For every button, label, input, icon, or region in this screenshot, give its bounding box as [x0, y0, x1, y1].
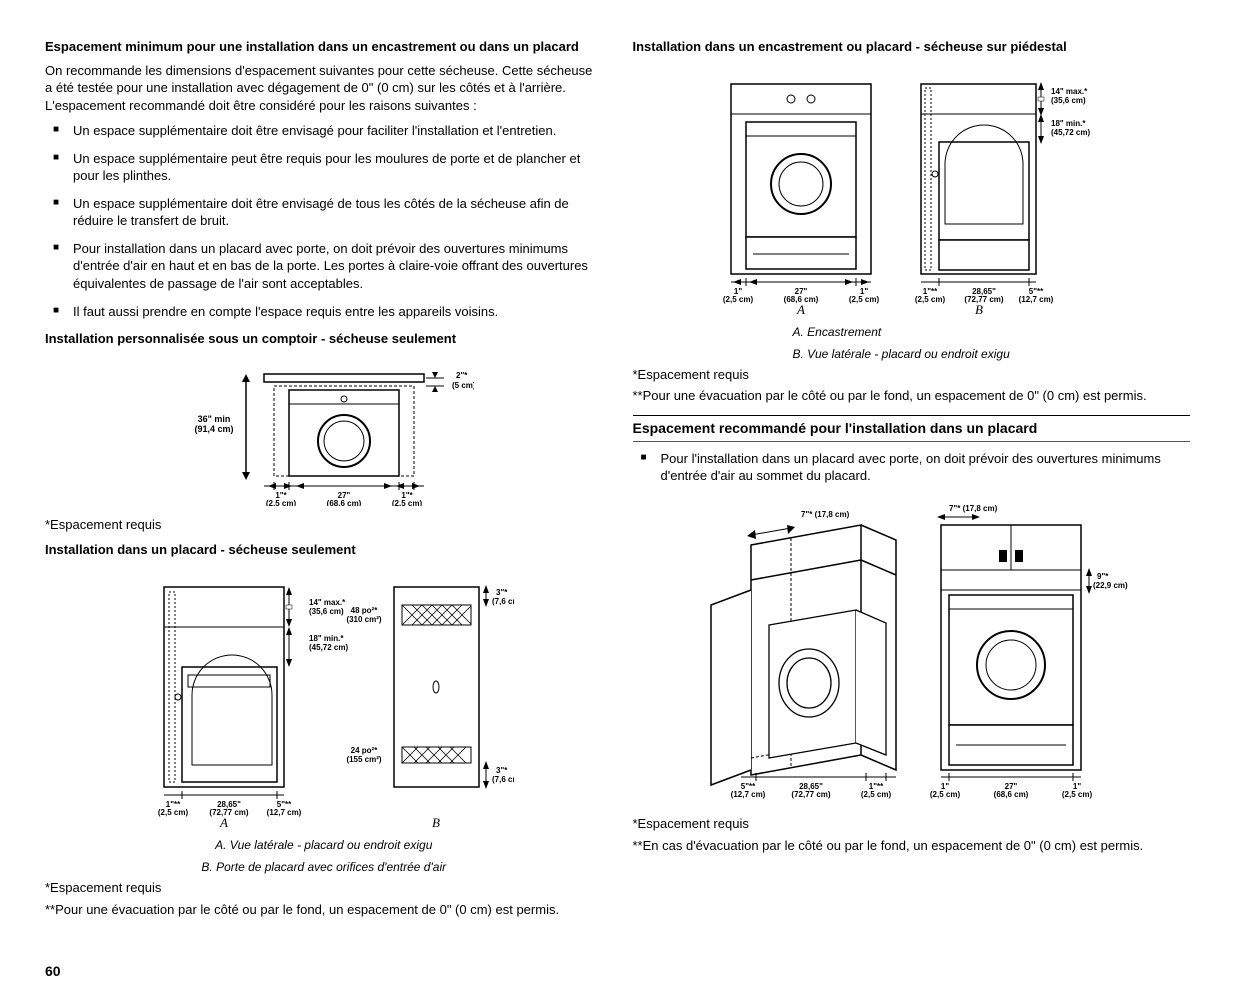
svg-text:24 po²*: 24 po²* — [350, 746, 378, 755]
figure-closet-dryer: 14" max.* (35,6 cm) 18" min.* (45,72 cm)… — [45, 567, 603, 827]
bullet-item: Un espace supplémentaire peut être requi… — [73, 150, 603, 185]
left-column: Espacement minimum pour une installation… — [45, 30, 603, 922]
svg-text:3"*: 3"* — [496, 766, 508, 775]
svg-text:14" max.*: 14" max.* — [309, 598, 346, 607]
svg-text:A: A — [219, 815, 228, 827]
svg-text:7"* (17,8 cm): 7"* (17,8 cm) — [801, 510, 850, 519]
svg-text:(91,4 cm): (91,4 cm) — [194, 424, 233, 434]
svg-text:(12,7 cm): (12,7 cm) — [731, 790, 766, 799]
svg-text:(72,77 cm): (72,77 cm) — [209, 808, 248, 817]
svg-text:18" min.*: 18" min.* — [1051, 119, 1086, 128]
svg-text:(12,7 cm): (12,7 cm) — [266, 808, 301, 817]
svg-text:B: B — [975, 302, 983, 314]
bullet-item: Pour l'installation dans un placard avec… — [661, 450, 1191, 485]
svg-text:(2,5 cm): (2,5 cm) — [266, 499, 297, 506]
svg-text:(155 cm²): (155 cm²) — [346, 755, 381, 764]
svg-text:7"* (17,8 cm): 7"* (17,8 cm) — [949, 504, 998, 513]
bullet-item: Il faut aussi prendre en compte l'espace… — [73, 303, 603, 321]
svg-text:(35,6 cm): (35,6 cm) — [1051, 96, 1086, 105]
svg-text:(45,72 cm): (45,72 cm) — [309, 643, 348, 652]
svg-text:(2,5 cm): (2,5 cm) — [1062, 790, 1093, 799]
svg-text:(2,5 cm): (2,5 cm) — [930, 790, 961, 799]
svg-text:3"*: 3"* — [496, 588, 508, 597]
svg-text:B: B — [432, 815, 440, 827]
left-heading-2: Installation personnalisée sous un compt… — [45, 330, 603, 348]
left-bullet-list: Un espace supplémentaire doit être envis… — [45, 122, 603, 320]
note-evacuation: **Pour une évacuation par le côté ou par… — [45, 901, 603, 919]
fig3-caption-b: B. Vue latérale - placard ou endroit exi… — [793, 346, 1191, 362]
bullet-item: Un espace supplémentaire doit être envis… — [73, 122, 603, 140]
left-heading-3: Installation dans un placard - sécheuse … — [45, 541, 603, 559]
page-number: 60 — [45, 962, 1190, 981]
figure-closet-recommended: 7"* (17,8 cm) 7"* (1 — [633, 495, 1191, 805]
fig2-caption-a: A. Vue latérale - placard ou endroit exi… — [45, 837, 603, 853]
right-column: Installation dans un encastrement ou pla… — [633, 30, 1191, 922]
left-heading-1: Espacement minimum pour une installation… — [45, 38, 603, 56]
svg-text:(2,5 cm): (2,5 cm) — [392, 499, 423, 506]
right-note-evac-2: **En cas d'évacuation par le côté ou par… — [633, 837, 1191, 855]
svg-text:(2,5 cm): (2,5 cm) — [849, 295, 880, 304]
left-para-1: On recommande les dimensions d'espacemen… — [45, 62, 603, 115]
right-heading-1: Installation dans un encastrement ou pla… — [633, 38, 1191, 56]
svg-text:(35,6 cm): (35,6 cm) — [309, 607, 344, 616]
svg-text:(68,6 cm): (68,6 cm) — [994, 790, 1029, 799]
right-note-evac: **Pour une évacuation par le côté ou par… — [633, 387, 1191, 405]
svg-text:(12,7 cm): (12,7 cm) — [1019, 295, 1054, 304]
svg-text:18" min.*: 18" min.* — [309, 634, 344, 643]
note-espacement-requis: *Espacement requis — [45, 516, 603, 534]
svg-text:48 po²*: 48 po²* — [350, 606, 378, 615]
bullet-item: Pour installation dans un placard avec p… — [73, 240, 603, 293]
svg-text:36" min: 36" min — [197, 414, 230, 424]
svg-text:(5 cm): (5 cm) — [452, 381, 474, 390]
figure-pedestal: 1" (2,5 cm) 27" (68,6 cm) 1" (2,5 cm) A — [633, 64, 1191, 314]
svg-text:(310 cm²): (310 cm²) — [346, 615, 381, 624]
svg-text:A: A — [796, 302, 805, 314]
svg-text:(2,5 cm): (2,5 cm) — [861, 790, 892, 799]
svg-text:14" max.*: 14" max.* — [1051, 87, 1088, 96]
figure-undercounter: 36" min (91,4 cm) 2"* (5 cm) — [45, 356, 603, 506]
svg-text:(2,5 cm): (2,5 cm) — [723, 295, 754, 304]
svg-text:9"*: 9"* — [1097, 572, 1109, 581]
section-title-closet-spacing: Espacement recommandé pour l'installatio… — [633, 415, 1191, 442]
svg-text:(72,77 cm): (72,77 cm) — [792, 790, 831, 799]
note-espacement-requis-2: *Espacement requis — [45, 879, 603, 897]
svg-text:(22,9 cm): (22,9 cm) — [1093, 581, 1128, 590]
fig2-caption-b: B. Porte de placard avec orifices d'entr… — [45, 859, 603, 875]
right-bullet-list: Pour l'installation dans un placard avec… — [633, 450, 1191, 485]
svg-text:(7,6 cm): (7,6 cm) — [492, 775, 514, 784]
svg-text:(2,5 cm): (2,5 cm) — [158, 808, 189, 817]
right-note-req: *Espacement requis — [633, 366, 1191, 384]
right-note-req-2: *Espacement requis — [633, 815, 1191, 833]
svg-text:(68,6 cm): (68,6 cm) — [326, 499, 361, 506]
svg-text:(45,72 cm): (45,72 cm) — [1051, 128, 1090, 137]
fig3-caption-a: A. Encastrement — [793, 324, 1191, 340]
svg-text:(72,77 cm): (72,77 cm) — [965, 295, 1004, 304]
bullet-item: Un espace supplémentaire doit être envis… — [73, 195, 603, 230]
svg-text:(2,5 cm): (2,5 cm) — [915, 295, 946, 304]
svg-text:2"*: 2"* — [456, 371, 468, 380]
svg-text:(7,6 cm): (7,6 cm) — [492, 597, 514, 606]
